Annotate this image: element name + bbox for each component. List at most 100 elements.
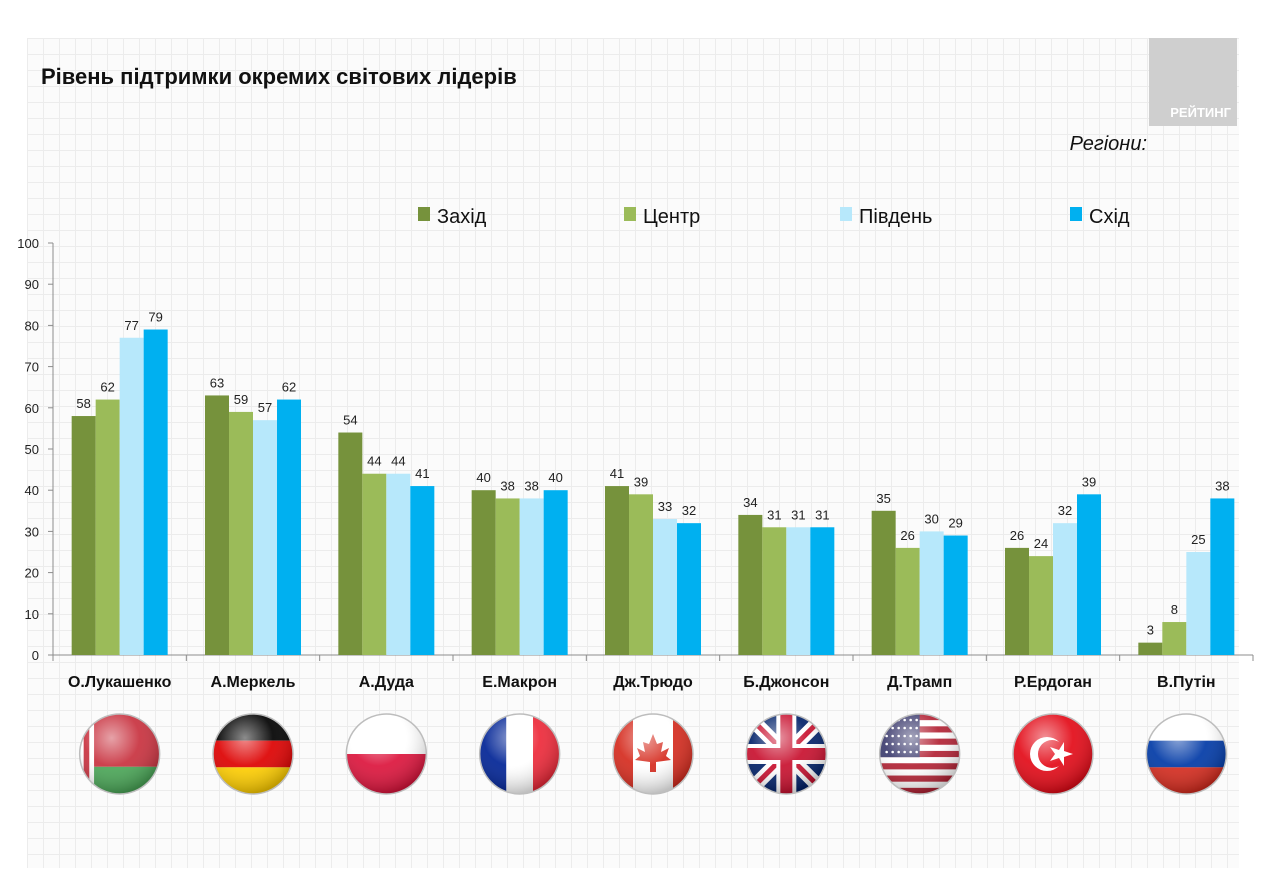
category-label: О.Лукашенко (68, 674, 172, 691)
flag-star (891, 718, 894, 722)
data-label: 29 (948, 516, 962, 531)
data-label: 35 (876, 491, 890, 506)
y-tick-label: 20 (25, 566, 39, 581)
bar (71, 416, 96, 655)
data-label: 31 (767, 507, 781, 522)
y-tick-label: 70 (25, 360, 39, 375)
flag-border (212, 713, 294, 795)
data-label: 39 (1082, 474, 1096, 489)
bar (410, 486, 435, 655)
data-label: 41 (415, 466, 429, 481)
flag-border (1145, 713, 1228, 795)
data-label: 30 (924, 511, 938, 526)
bar (786, 527, 811, 655)
bar (1138, 642, 1163, 655)
bar (229, 411, 253, 655)
bar (205, 395, 229, 655)
category-label: Б.Джонсон (743, 674, 829, 691)
data-label: 38 (524, 478, 538, 493)
bar (277, 399, 301, 655)
data-label: 32 (682, 503, 696, 518)
legend-label: Південь (859, 206, 932, 228)
data-label: 40 (476, 470, 490, 485)
bar (895, 547, 920, 655)
category-label: Дж.Трюдо (613, 674, 693, 691)
data-label: 38 (500, 478, 514, 493)
flag-star (885, 718, 888, 722)
bar (1053, 523, 1077, 655)
data-label: 58 (76, 396, 90, 411)
bar (1162, 622, 1187, 655)
bar (653, 519, 677, 655)
flag-gloss (346, 714, 427, 794)
flag-gloss (879, 714, 960, 794)
bar (143, 329, 168, 655)
data-label: 63 (210, 375, 224, 390)
bar (253, 420, 277, 655)
bar (471, 490, 496, 655)
category-label: Р.Ердоган (1014, 674, 1092, 691)
bar (386, 473, 411, 655)
data-label: 24 (1034, 536, 1048, 551)
flag-gloss (479, 714, 560, 794)
data-label: 54 (343, 413, 357, 428)
bar (810, 527, 835, 655)
bar (1029, 556, 1053, 655)
bar (119, 337, 144, 655)
y-tick-label: 100 (17, 236, 39, 251)
flag-border (478, 713, 561, 795)
data-label: 31 (815, 507, 829, 522)
data-label: 38 (1215, 478, 1229, 493)
flag-gloss (79, 714, 160, 794)
flag-border (1012, 713, 1094, 795)
y-tick-label: 80 (25, 318, 39, 333)
bar (1077, 494, 1101, 655)
data-label: 44 (391, 454, 405, 469)
bar (1005, 547, 1029, 655)
data-label: 26 (1010, 528, 1024, 543)
legend-label: Центр (643, 206, 700, 228)
chart-title: Рівень підтримки окремих світових лідері… (41, 64, 517, 89)
data-label: 31 (791, 507, 805, 522)
data-label: 62 (282, 380, 296, 395)
data-label: 41 (610, 466, 624, 481)
bar (919, 531, 944, 655)
bar (629, 494, 653, 655)
flag-border (745, 713, 828, 795)
bar (738, 514, 763, 655)
data-label: 39 (634, 474, 648, 489)
flag-border (78, 713, 161, 795)
brand-logo: РЕЙТИНГ (1149, 38, 1237, 126)
legend-swatch (624, 207, 636, 221)
y-tick-label: 10 (25, 607, 39, 622)
bar (543, 490, 568, 655)
bar (338, 432, 363, 655)
y-tick-label: 90 (25, 277, 39, 292)
bar (943, 535, 968, 655)
flag-gloss (213, 714, 293, 794)
legend-swatch (1070, 207, 1082, 221)
flag-gloss (1146, 714, 1227, 794)
data-label: 25 (1191, 532, 1205, 547)
legend-label: Схід (1089, 206, 1130, 228)
y-tick-label: 30 (25, 524, 39, 539)
category-label: А.Дуда (359, 674, 414, 691)
flag-border (878, 713, 961, 795)
legend-label: Захід (437, 206, 487, 228)
y-tick-label: 60 (25, 401, 39, 416)
data-label: 26 (900, 528, 914, 543)
flag-gloss (1013, 714, 1093, 794)
y-tick-label: 50 (25, 442, 39, 457)
data-label: 62 (100, 380, 114, 395)
category-label: В.Путін (1157, 674, 1216, 691)
data-label: 3 (1147, 623, 1154, 638)
bar (871, 510, 896, 655)
y-tick-label: 0 (32, 648, 39, 663)
bar (519, 498, 544, 655)
data-label: 34 (743, 495, 757, 510)
flag-border (345, 713, 428, 795)
data-label: 79 (148, 310, 162, 325)
bar (1210, 498, 1235, 655)
data-label: 32 (1058, 503, 1072, 518)
